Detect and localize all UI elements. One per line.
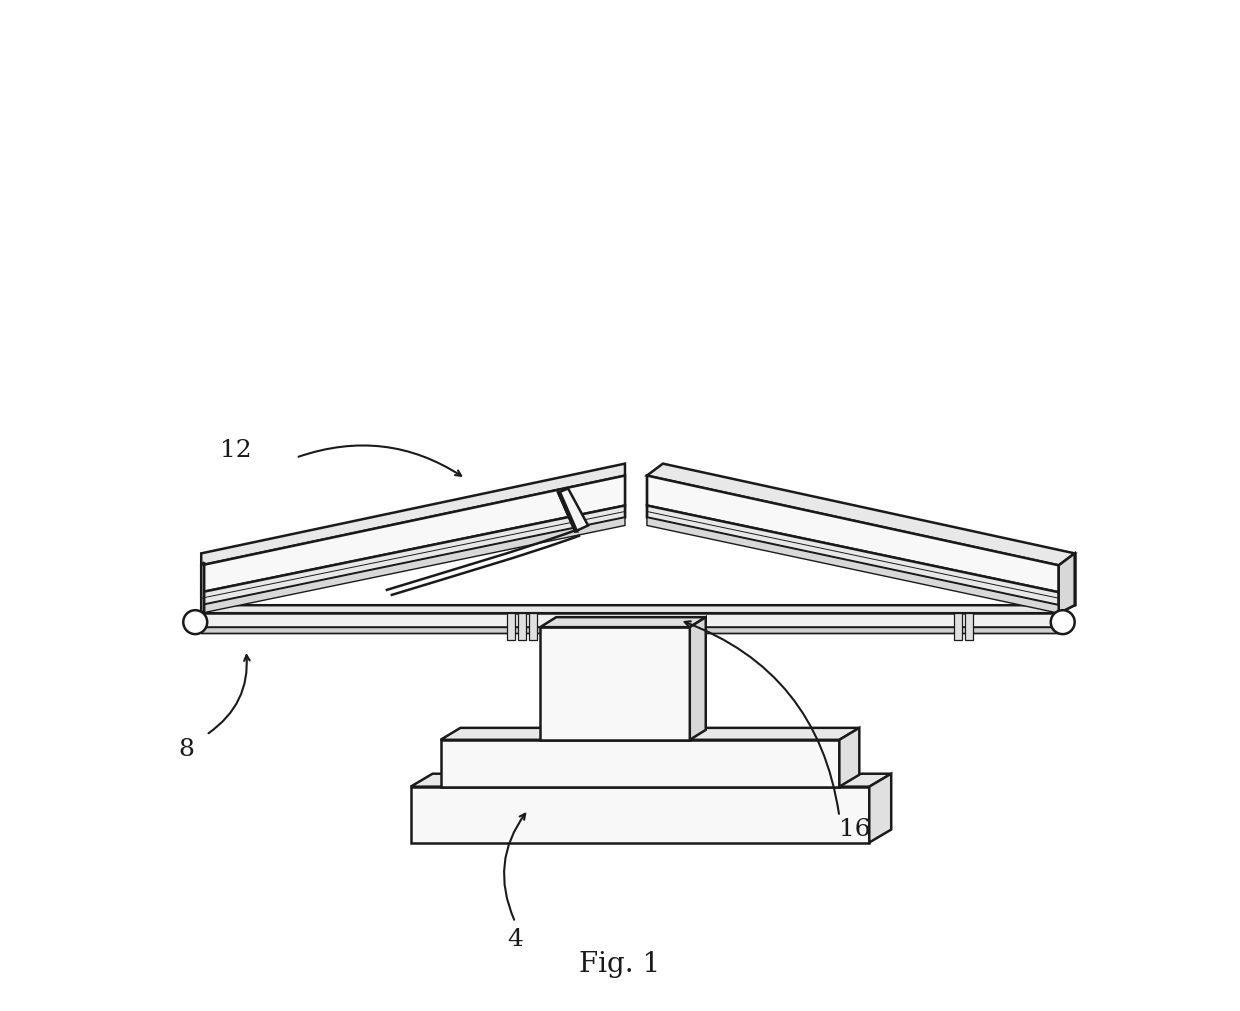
Polygon shape — [689, 617, 706, 740]
Text: 16: 16 — [838, 818, 870, 841]
Polygon shape — [558, 488, 588, 532]
Polygon shape — [201, 475, 625, 592]
Polygon shape — [647, 518, 1059, 614]
Polygon shape — [201, 464, 625, 565]
Polygon shape — [201, 562, 205, 614]
Polygon shape — [201, 518, 625, 614]
Polygon shape — [201, 606, 1075, 614]
Polygon shape — [201, 506, 625, 606]
Polygon shape — [647, 464, 1075, 565]
Polygon shape — [869, 773, 892, 842]
Polygon shape — [518, 614, 526, 640]
Polygon shape — [507, 614, 516, 640]
Polygon shape — [541, 627, 689, 740]
Polygon shape — [440, 728, 859, 740]
Polygon shape — [201, 614, 1059, 627]
Polygon shape — [558, 492, 577, 532]
Polygon shape — [541, 617, 706, 627]
Polygon shape — [647, 506, 1059, 606]
Polygon shape — [954, 614, 962, 640]
Polygon shape — [839, 728, 859, 787]
Text: 8: 8 — [179, 738, 195, 761]
Polygon shape — [647, 475, 1059, 592]
Polygon shape — [1059, 553, 1075, 614]
Polygon shape — [965, 614, 973, 640]
Polygon shape — [201, 627, 1059, 633]
Text: 12: 12 — [221, 439, 252, 462]
Circle shape — [184, 611, 207, 634]
Circle shape — [1050, 611, 1075, 634]
Text: 4: 4 — [507, 928, 523, 950]
Text: Fig. 1: Fig. 1 — [579, 950, 661, 978]
Polygon shape — [440, 740, 839, 787]
Polygon shape — [410, 773, 892, 787]
Polygon shape — [410, 787, 869, 842]
Polygon shape — [529, 614, 537, 640]
